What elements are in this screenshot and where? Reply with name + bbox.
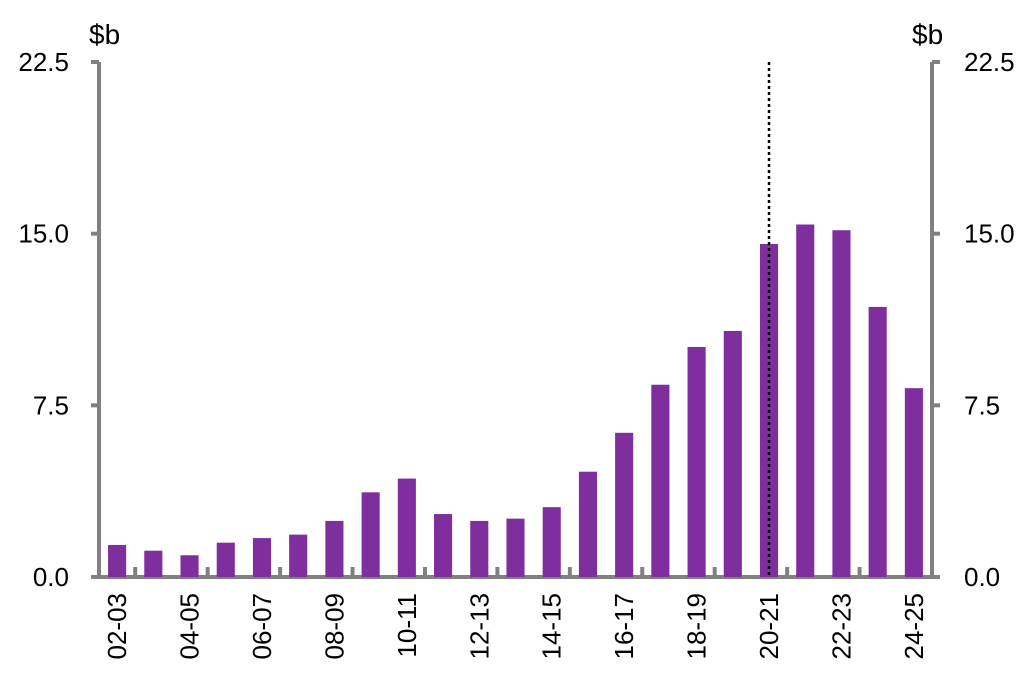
bar-19-20 — [723, 330, 742, 577]
y-unit-right: $b — [912, 19, 943, 50]
y-tick-label-left: 22.5 — [18, 47, 69, 77]
y-tick-label-right: 0.0 — [964, 562, 1000, 592]
bar-14-15 — [542, 507, 561, 577]
x-tick-label: 18-19 — [682, 593, 712, 660]
x-tick-label: 24-25 — [899, 593, 929, 660]
bar-11-12 — [434, 514, 453, 577]
bar-18-19 — [687, 346, 706, 577]
x-tick-label: 12-13 — [464, 593, 494, 660]
bar-07-08 — [289, 534, 308, 577]
y-tick-label-right: 15.0 — [964, 219, 1015, 249]
x-tick-label: 16-17 — [609, 593, 639, 660]
bar-03-04 — [144, 550, 163, 577]
bar-16-17 — [615, 432, 634, 577]
y-tick-label-right: 22.5 — [964, 47, 1015, 77]
x-tick-label: 04-05 — [175, 593, 205, 660]
bar-24-25 — [904, 388, 923, 577]
y-tick-label-left: 15.0 — [18, 219, 69, 249]
bar-02-03 — [108, 544, 127, 577]
y-tick-label-left: 0.0 — [33, 562, 69, 592]
bar-21-22 — [796, 224, 815, 577]
x-tick-label: 08-09 — [319, 593, 349, 660]
x-tick-label: 22-23 — [826, 593, 856, 660]
bar-13-14 — [506, 518, 525, 577]
bar-22-23 — [832, 230, 851, 577]
y-tick-label-left: 7.5 — [33, 390, 69, 420]
y-tick-label-right: 7.5 — [964, 390, 1000, 420]
bar-23-24 — [868, 306, 887, 577]
bar-17-18 — [651, 384, 670, 577]
bar-04-05 — [180, 555, 199, 577]
bars-layer — [108, 224, 923, 577]
bar-09-10 — [361, 492, 380, 577]
x-tick-label: 06-07 — [247, 593, 277, 660]
bar-15-16 — [578, 471, 597, 577]
bar-08-09 — [325, 520, 344, 577]
x-tick-label: 02-03 — [102, 593, 132, 660]
bar-10-11 — [397, 478, 416, 577]
x-tick-label: 14-15 — [537, 593, 567, 660]
bar-06-07 — [252, 538, 272, 577]
x-tick-label: 20-21 — [754, 593, 784, 660]
x-tick-label: 10-11 — [392, 593, 422, 658]
bar-05-06 — [216, 542, 235, 577]
labels-layer: 0.0 0.0 7.5 7.5 15.0 15.0 22.5 22.5 $b $b 02-03 04-… — [18, 19, 1014, 660]
y-unit-left: $b — [89, 19, 120, 50]
bar-12-13 — [470, 520, 489, 577]
